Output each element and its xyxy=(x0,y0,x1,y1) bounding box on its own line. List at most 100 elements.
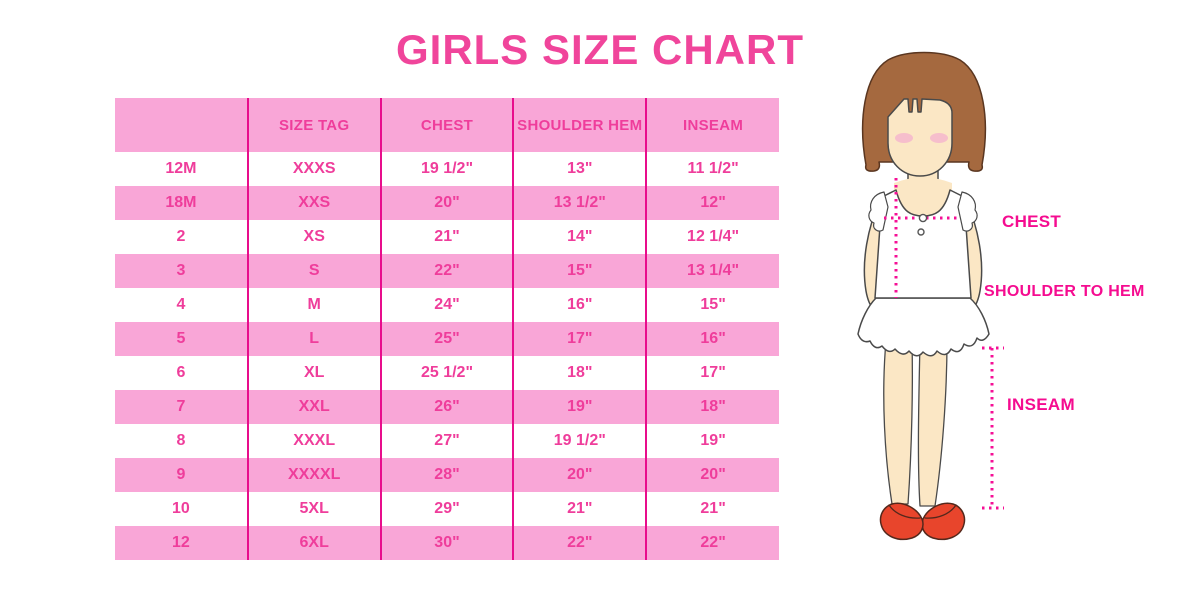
table-row: 12M XXXS 19 1/2" 13" 11 1/2" xyxy=(115,152,779,186)
cell-size-tag: XXXL xyxy=(246,424,381,458)
skirt xyxy=(857,297,990,357)
header-cell-chest: CHEST xyxy=(379,98,514,152)
cell-size: 18M xyxy=(165,194,197,211)
cell-chest: 30" xyxy=(379,526,514,560)
cell-chest: 20" xyxy=(379,186,514,220)
cell-size: 10 xyxy=(172,500,190,517)
measurement-diagram: CHEST SHOULDER TO HEM INSEAM xyxy=(828,45,1200,570)
cell-shoulder-hem: 21" xyxy=(512,492,647,526)
cell-chest: 21" xyxy=(379,220,514,254)
cell-size-tag: XXL xyxy=(246,390,381,424)
cell-chest: 22" xyxy=(379,254,514,288)
cell-size: 12M xyxy=(165,160,197,177)
chest-skin xyxy=(894,177,952,219)
cell-inseam: 19" xyxy=(645,424,779,458)
header-cell-size-tag: SIZE TAG xyxy=(246,98,381,152)
cell-inseam: 12 1/4" xyxy=(645,220,779,254)
cell-shoulder-hem: 13 1/2" xyxy=(512,186,647,220)
leg-left xyxy=(883,340,914,505)
cell-size: 8 xyxy=(176,432,186,449)
cell-shoulder-hem: 20" xyxy=(512,458,647,492)
shoe-left-strap xyxy=(888,504,921,519)
header-cell-shoulder-hem: SHOULDER HEM xyxy=(512,98,647,152)
table-row: 9 XXXXL 28" 20" 20" xyxy=(115,458,779,492)
cell-size: 9 xyxy=(176,466,186,483)
ruffle-left xyxy=(868,191,889,232)
cell-shoulder-hem: 19 1/2" xyxy=(512,424,647,458)
cell-chest: 29" xyxy=(379,492,514,526)
cell-size-tag: M xyxy=(246,288,381,322)
cell-size: 7 xyxy=(176,398,186,415)
cell-inseam: 17" xyxy=(645,356,779,390)
table-row: 7 XXL 26" 19" 18" xyxy=(115,390,779,424)
measurement-lines xyxy=(884,178,1004,510)
cell-inseam: 16" xyxy=(645,322,779,356)
cell-size-tag: S xyxy=(246,254,381,288)
cell-shoulder-hem: 18" xyxy=(512,356,647,390)
table-row: 6 XL 25 1/2" 18" 17" xyxy=(115,356,779,390)
cell-inseam: 22" xyxy=(645,526,779,560)
cell-size: 2 xyxy=(176,228,186,245)
inseam-measure-label: INSEAM xyxy=(1007,395,1075,414)
cell-chest: 25" xyxy=(379,322,514,356)
table-row: 2 XS 21" 14" 12 1/4" xyxy=(115,220,779,254)
cell-size-tag: XL xyxy=(246,356,381,390)
cell-size: 6 xyxy=(176,364,186,381)
cell-chest: 24" xyxy=(379,288,514,322)
cell-inseam: 13 1/4" xyxy=(645,254,779,288)
cell-size-tag: XS xyxy=(246,220,381,254)
table-row: 10 5XL 29" 21" 21" xyxy=(115,492,779,526)
blush-right xyxy=(930,133,948,143)
shoe-right-strap xyxy=(924,504,957,519)
cell-chest: 27" xyxy=(379,424,514,458)
table-row: 3 S 22" 15" 13 1/4" xyxy=(115,254,779,288)
table-row: 12 6XL 30" 22" 22" xyxy=(115,526,779,560)
cell-size: 5 xyxy=(176,330,186,347)
cell-shoulder-hem: 13" xyxy=(512,152,647,186)
cell-chest: 19 1/2" xyxy=(379,152,514,186)
chest-measure-label: CHEST xyxy=(1002,212,1062,231)
cell-inseam: 12" xyxy=(645,186,779,220)
cell-inseam: 11 1/2" xyxy=(645,152,779,186)
cell-inseam: 21" xyxy=(645,492,779,526)
cell-inseam: 20" xyxy=(645,458,779,492)
cell-shoulder-hem: 17" xyxy=(512,322,647,356)
header-cell-blank xyxy=(115,98,248,152)
table-row: 8 XXXL 27" 19 1/2" 19" xyxy=(115,424,779,458)
table-row: 4 M 24" 16" 15" xyxy=(115,288,779,322)
shoe-left xyxy=(879,502,924,541)
button-top xyxy=(918,213,928,223)
cell-size: 12 xyxy=(172,534,190,551)
cell-shoulder-hem: 22" xyxy=(512,526,647,560)
leg-right xyxy=(917,340,948,507)
shoe-right xyxy=(921,502,966,541)
cell-size: 3 xyxy=(176,262,186,279)
cell-chest: 26" xyxy=(379,390,514,424)
ruffle-right xyxy=(957,191,978,232)
cell-chest: 28" xyxy=(379,458,514,492)
table-header-row: SIZE TAG CHEST SHOULDER HEM INSEAM xyxy=(115,98,779,152)
table-row: 18M XXS 20" 13 1/2" 12" xyxy=(115,186,779,220)
cell-size-tag: L xyxy=(246,322,381,356)
cell-inseam: 15" xyxy=(645,288,779,322)
cell-size-tag: XXXS xyxy=(246,152,381,186)
girl-illustration xyxy=(857,51,1004,541)
size-table: SIZE TAG CHEST SHOULDER HEM INSEAM 12M X… xyxy=(115,98,779,560)
cell-size-tag: 6XL xyxy=(246,526,381,560)
blush-left xyxy=(895,133,913,143)
cell-size-tag: XXS xyxy=(246,186,381,220)
cell-size-tag: 5XL xyxy=(246,492,381,526)
cell-chest: 25 1/2" xyxy=(379,356,514,390)
cell-size-tag: XXXXL xyxy=(246,458,381,492)
button-bottom xyxy=(917,228,925,236)
shoulder-to-hem-measure-label: SHOULDER TO HEM xyxy=(984,283,1145,300)
cell-size: 4 xyxy=(176,296,186,313)
cell-shoulder-hem: 19" xyxy=(512,390,647,424)
cell-inseam: 18" xyxy=(645,390,779,424)
face xyxy=(887,98,953,177)
header-cell-inseam: INSEAM xyxy=(645,98,779,152)
cell-shoulder-hem: 15" xyxy=(512,254,647,288)
cell-shoulder-hem: 14" xyxy=(512,220,647,254)
table-row: 5 L 25" 17" 16" xyxy=(115,322,779,356)
